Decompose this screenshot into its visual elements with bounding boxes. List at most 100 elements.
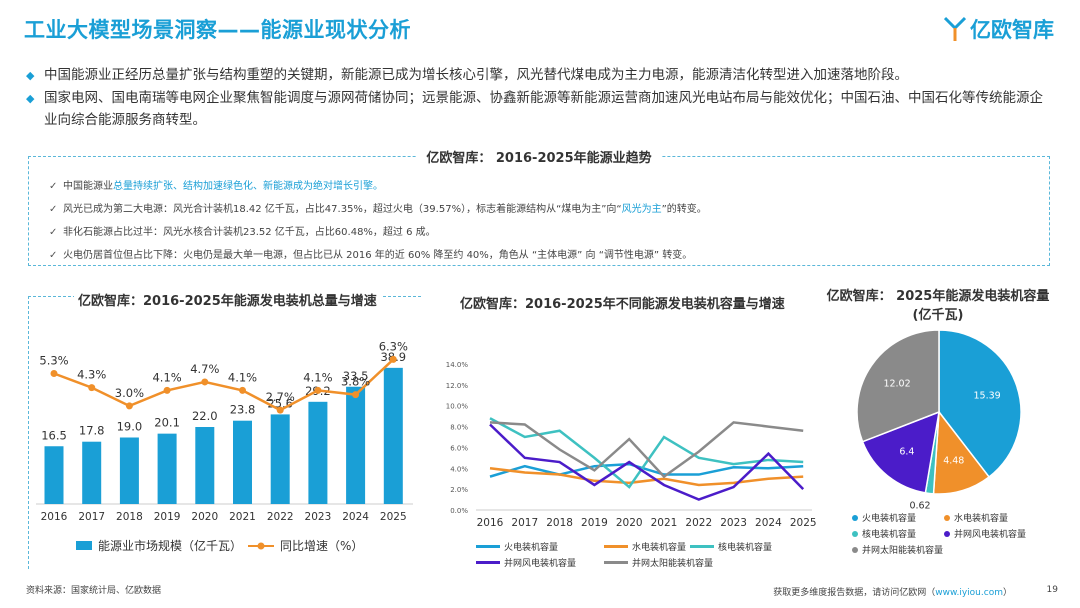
x-tick-label: 2025	[380, 511, 407, 523]
legend-swatch	[944, 530, 950, 537]
growth-point	[88, 384, 96, 392]
bar	[195, 427, 215, 504]
legend-item: 并网太阳能装机容量	[604, 556, 713, 569]
legend-label: 并网风电装机容量	[954, 530, 1027, 540]
series-line	[489, 421, 804, 479]
legend-swatch	[476, 561, 500, 564]
legend-item: 并网太阳能装机容量	[852, 543, 943, 556]
bar	[233, 420, 252, 504]
x-tick-label: 2018	[116, 511, 143, 523]
growth-value-label: 3.0%	[115, 386, 144, 400]
growth-point	[314, 386, 322, 394]
growth-value-label: 4.1%	[303, 370, 332, 384]
legend-item: 火电装机容量	[476, 540, 558, 553]
bullet-item: ◆ 中国能源业正经历总量扩张与结构重塑的关键期，新能源已成为增长核心引擎，风光替…	[26, 64, 1056, 87]
growth-point	[163, 386, 171, 394]
legend-label: 并网风电装机容量	[504, 559, 577, 569]
trend-list: ✓ 中国能源业 总量持续扩张、结构加速绿色化、新能源成为绝对增长引擎。 ✓ 风光已…	[49, 175, 707, 267]
x-tick-label: 2021	[229, 511, 256, 523]
trend-panel-title: 亿欧智库： 2016-2025年能源业趋势	[29, 147, 1049, 166]
bar	[383, 367, 403, 504]
y-tick-label: 2.0%	[450, 486, 468, 494]
y-tick-label: 14.0%	[446, 361, 469, 369]
x-tick-label: 2024	[342, 511, 369, 523]
legend-label: 火电装机容量	[862, 514, 917, 524]
growth-value-label: 2.7%	[266, 390, 295, 404]
x-tick-label: 2020	[616, 517, 643, 529]
legend-swatch	[690, 545, 714, 548]
pie-value-label: 6.4	[899, 446, 914, 457]
bar-value-label: 23.8	[230, 403, 256, 417]
y-tick-label: 8.0%	[450, 424, 468, 432]
line-chart-title: 亿欧智库：2016-2025年不同能源发电装机容量与增速	[460, 293, 785, 312]
source-note: 资料来源：国家统计局、亿欧数据	[26, 586, 162, 596]
logo-text: 亿欧智库	[970, 18, 1054, 42]
legend-label: 核电装机容量	[718, 543, 773, 553]
growth-value-label: 4.1%	[228, 370, 257, 384]
legend-swatch	[852, 530, 858, 537]
legend-swatch	[944, 514, 950, 521]
bar-chart-title: 亿欧智库：2016-2025年能源发电装机总量与增速	[74, 290, 381, 309]
bullet-text: 国家电网、国电南瑞等电网企业聚焦智能调度与源网荷储协同；远景能源、协鑫新能源等新…	[44, 90, 1043, 128]
page-number: 19	[1046, 585, 1058, 595]
x-tick-label: 2021	[651, 517, 678, 529]
growth-point	[201, 378, 209, 386]
growth-point	[352, 391, 360, 399]
legend-swatch	[476, 545, 500, 548]
diamond-icon: ◆	[26, 69, 35, 82]
logo-icon	[944, 16, 966, 41]
bar-value-label: 22.0	[192, 409, 218, 423]
series-line	[489, 423, 805, 501]
trend-item: ✓ 风光已成为第二大电源：风光合计装机18.42 亿千瓦，占比47.35%，超过…	[49, 198, 707, 221]
growth-line	[53, 358, 395, 412]
legend-swatch	[604, 561, 628, 564]
legend-label: 并网太阳能装机容量	[632, 559, 714, 569]
x-tick-label: 2023	[305, 511, 332, 523]
growth-value-label: 4.1%	[152, 370, 181, 384]
x-tick-label: 2019	[581, 517, 608, 529]
footer-more: 获取更多维度报告数据，请访问亿欧网（www.iyiou.com）	[773, 588, 1012, 598]
legend-label: 火电装机容量	[504, 543, 559, 553]
legend-label: 水电装机容量	[954, 514, 1009, 524]
x-tick-label: 2016	[477, 517, 504, 529]
bar	[82, 441, 102, 504]
bar	[270, 414, 290, 504]
legend-swatch	[852, 514, 858, 521]
legend-swatch	[604, 545, 628, 548]
legend-item: 并网风电装机容量	[944, 527, 1026, 540]
bar	[346, 386, 366, 504]
bar-chart: 16.5 2016 17.8 2017 19.0 2018 20.1 2019 22.0 2020…	[36, 339, 413, 523]
page-title: 工业大模型场景洞察——能源业现状分析	[24, 18, 411, 42]
growth-value-label: 3.8%	[341, 375, 370, 389]
y-tick-label: 0.0%	[450, 507, 468, 515]
bar	[157, 433, 177, 504]
bar-value-label: 16.5	[41, 428, 67, 442]
pie-value-label: 12.02	[883, 378, 910, 389]
legend-label: 能源业市场规模（亿千瓦）	[98, 539, 243, 553]
site-link[interactable]: www.iyiou.com	[935, 588, 1003, 598]
growth-value-label: 4.3%	[77, 368, 106, 382]
trend-item: ✓ 中国能源业 总量持续扩张、结构加速绿色化、新能源成为绝对增长引擎。	[49, 175, 707, 198]
series-line	[489, 417, 804, 489]
bar	[308, 401, 328, 504]
x-tick-label: 2019	[154, 511, 181, 523]
series-line	[489, 462, 804, 478]
pie-value-label: 4.48	[943, 456, 964, 467]
bullet-text: 中国能源业正经历总量扩张与结构重塑的关键期，新能源已成为增长核心引擎，风光替代煤…	[44, 67, 908, 83]
diamond-icon: ◆	[26, 92, 35, 105]
pie-value-label: 0.62	[909, 500, 930, 511]
legend-label: 核电装机容量	[862, 530, 917, 540]
trend-item: ✓ 非化石能源占比过半：风光水核合计装机23.52 亿千瓦，占比60.48%，超…	[49, 221, 707, 244]
legend-label: 并网太阳能装机容量	[862, 546, 944, 556]
bar-value-label: 17.8	[79, 424, 105, 438]
bar	[44, 446, 64, 504]
pie-chart: 15.39 4.48 0.62 6.4 12.02	[856, 329, 1022, 511]
growth-point	[50, 370, 58, 377]
pie-slice	[861, 410, 940, 494]
bar-chart-legend: 能源业市场规模（亿千瓦） 同比增速（%）	[76, 537, 363, 554]
bar-value-label: 33.5	[343, 369, 369, 383]
growth-point	[239, 386, 246, 394]
bullet-item: ◆ 国家电网、国电南瑞等电网企业聚焦智能调度与源网荷储协同；远景能源、协鑫新能源…	[26, 87, 1056, 131]
legend-item: 并网风电装机容量	[476, 556, 576, 569]
check-icon: ✓	[49, 227, 58, 238]
